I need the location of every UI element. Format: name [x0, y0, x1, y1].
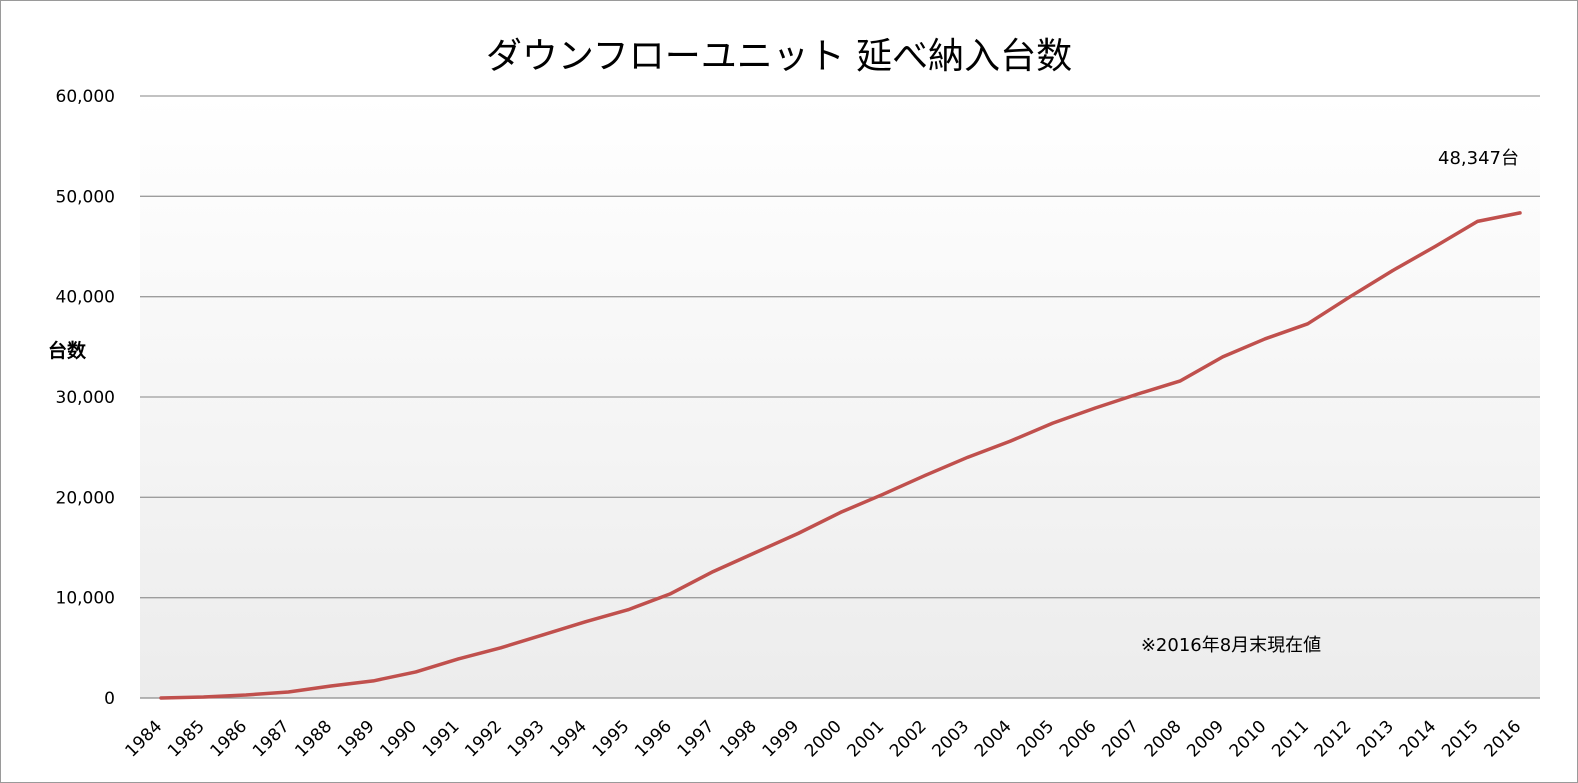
x-tick-label: 1994	[546, 717, 591, 762]
data-point	[1433, 245, 1437, 248]
data-point	[839, 510, 842, 514]
data-point	[456, 657, 460, 661]
data-point	[329, 684, 333, 688]
y-tick-label: 10,000	[56, 589, 115, 609]
x-tick-label: 1999	[759, 717, 804, 762]
data-point	[286, 690, 290, 694]
x-tick-label: 1986	[206, 717, 251, 762]
y-tick-label: 60,000	[56, 87, 115, 107]
data-point	[1518, 211, 1522, 215]
x-tick-label: 2000	[801, 717, 846, 762]
x-tick-label: 1996	[631, 717, 676, 762]
x-tick-label: 1997	[674, 717, 719, 762]
x-tick-label: 1989	[334, 717, 379, 762]
gridlines	[140, 95, 1540, 699]
data-point	[1221, 355, 1225, 359]
x-tick-label: 2010	[1226, 717, 1271, 762]
x-tick-label: 2001	[844, 717, 889, 762]
data-point	[1051, 421, 1055, 425]
x-tick-label: 2011	[1268, 717, 1313, 762]
x-tick-label: 2013	[1353, 717, 1398, 762]
data-point	[541, 633, 545, 637]
y-tick-labels: 0 10,000 20,000 30,000 40,000 50,000 60,000	[56, 87, 115, 709]
x-tick-label: 2003	[928, 717, 973, 762]
data-point	[669, 592, 673, 596]
x-tick-label: 1988	[291, 717, 336, 762]
data-point	[923, 473, 927, 477]
data-point	[1178, 379, 1182, 383]
y-tick-label: 40,000	[56, 288, 115, 308]
data-point	[754, 551, 758, 555]
data-point	[1476, 219, 1480, 223]
y-axis-label: 台数	[48, 339, 87, 362]
series-group	[159, 211, 1522, 700]
data-point	[584, 620, 588, 624]
x-tick-label: 2014	[1396, 717, 1441, 762]
data-point	[414, 670, 418, 674]
data-point	[796, 531, 800, 535]
last-value-annotation: 48,347台	[1438, 148, 1519, 169]
y-tick-label: 30,000	[56, 388, 115, 408]
data-point	[881, 492, 885, 496]
data-point	[626, 608, 630, 612]
x-tick-label: 1992	[461, 717, 506, 762]
date-note-annotation: ※2016年8月末現在値	[1141, 635, 1321, 656]
y-tick-label: 20,000	[56, 488, 115, 508]
data-point	[244, 693, 248, 697]
x-tick-label: 1995	[589, 717, 634, 762]
y-tick-label: 50,000	[56, 187, 115, 207]
data-point	[966, 455, 970, 459]
x-tick-label: 2002	[886, 717, 931, 762]
x-tick-label: 1998	[716, 717, 761, 762]
x-tick-label: 2009	[1183, 717, 1228, 762]
data-point	[1093, 406, 1097, 410]
x-tick-label: 2016	[1481, 717, 1526, 762]
x-tick-label: 2005	[1013, 717, 1058, 762]
x-tick-label: 1987	[249, 717, 294, 762]
x-tick-label: 2012	[1311, 717, 1356, 762]
x-tick-labels: 1984198519861987198819891990199119921993…	[122, 717, 1526, 762]
y-tick-label: 0	[104, 689, 115, 709]
x-tick-label: 2008	[1141, 717, 1186, 762]
data-point	[1263, 337, 1267, 341]
data-point	[1008, 439, 1012, 443]
x-tick-label: 2015	[1438, 717, 1483, 762]
x-tick-label: 2007	[1098, 717, 1143, 762]
x-tick-label: 1984	[122, 717, 167, 762]
x-tick-label: 1993	[504, 717, 549, 762]
data-point	[1391, 269, 1395, 273]
x-tick-label: 2004	[971, 717, 1016, 762]
data-point	[1136, 392, 1140, 396]
data-point	[201, 695, 205, 699]
data-point	[1306, 322, 1310, 326]
data-point	[711, 570, 715, 574]
x-tick-label: 1990	[376, 717, 421, 762]
data-point	[371, 679, 375, 683]
x-tick-label: 2006	[1056, 717, 1101, 762]
x-tick-label: 1985	[164, 717, 209, 762]
data-point	[499, 646, 503, 650]
chart-title: ダウンフローユニット 延べ納入台数	[486, 36, 1072, 77]
data-point	[1348, 295, 1352, 299]
data-point	[159, 696, 163, 700]
x-tick-label: 1991	[419, 717, 464, 762]
